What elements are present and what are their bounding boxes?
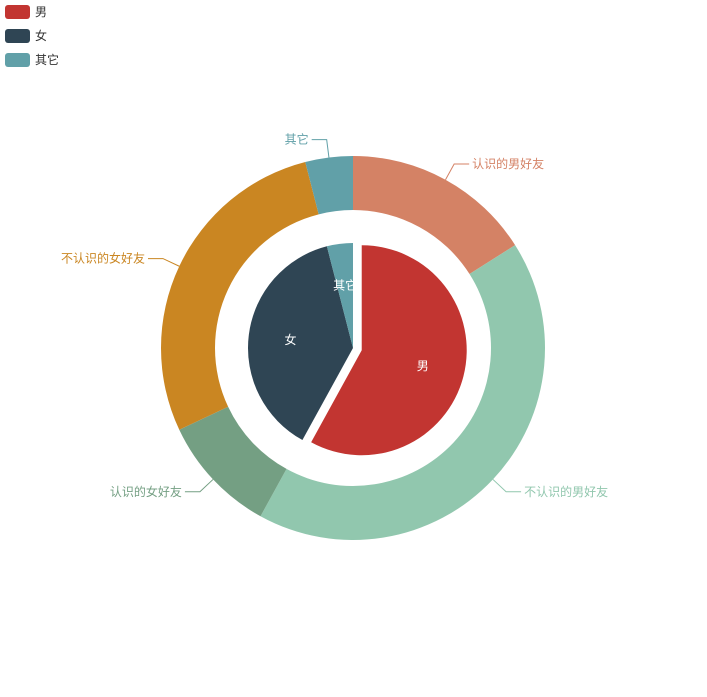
outer-ring	[160, 156, 545, 540]
legend-swatch	[5, 5, 30, 19]
outer-slice-label: 不认识的女好友	[61, 251, 145, 266]
label-line	[445, 163, 470, 180]
inner-labels: 男 女 其它	[284, 277, 428, 372]
outer-slice[interactable]	[179, 406, 287, 517]
legend-item[interactable]: 男	[5, 5, 47, 19]
outer-slice[interactable]	[305, 156, 353, 215]
legend-label: 男	[35, 5, 47, 19]
label-line	[492, 479, 522, 493]
inner-slice[interactable]	[247, 246, 353, 441]
inner-pie	[247, 243, 467, 456]
legend-label: 其它	[35, 52, 59, 67]
legend-swatch	[5, 29, 30, 43]
outer-slice-label: 认识的女好友	[110, 484, 182, 499]
outer-slice-label: 认识的男好友	[472, 156, 544, 171]
legend-label: 女	[35, 28, 47, 43]
inner-slice-label: 其它	[333, 277, 357, 292]
label-line	[311, 139, 330, 158]
legend-item[interactable]: 其它	[5, 52, 59, 67]
inner-slice[interactable]	[311, 245, 467, 456]
inner-slice-label: 女	[284, 332, 296, 347]
inner-slice-label: 男	[417, 359, 429, 373]
outer-slice[interactable]	[160, 162, 319, 430]
legend-item[interactable]: 女	[5, 28, 47, 43]
outer-slice[interactable]	[260, 245, 545, 540]
outer-slice-label: 其它	[285, 132, 309, 147]
outer-slice[interactable]	[353, 156, 516, 275]
label-line	[184, 479, 214, 493]
inner-slice[interactable]	[326, 243, 353, 348]
legend-swatch	[5, 53, 30, 67]
outer-slice-label: 不认识的男好友	[524, 484, 608, 499]
label-line	[147, 258, 180, 267]
